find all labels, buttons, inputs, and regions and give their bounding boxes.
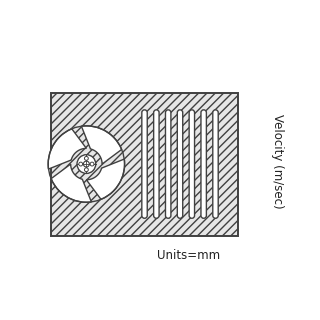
- FancyBboxPatch shape: [154, 110, 159, 218]
- Circle shape: [84, 168, 88, 172]
- Circle shape: [77, 155, 96, 173]
- Circle shape: [84, 161, 89, 167]
- Polygon shape: [81, 126, 122, 164]
- Polygon shape: [51, 164, 92, 202]
- FancyBboxPatch shape: [189, 110, 195, 218]
- Text: Units=mm: Units=mm: [157, 249, 220, 262]
- Polygon shape: [86, 159, 124, 199]
- FancyBboxPatch shape: [201, 110, 206, 218]
- FancyBboxPatch shape: [177, 110, 183, 218]
- Bar: [51, 92, 238, 236]
- Circle shape: [79, 162, 83, 166]
- Polygon shape: [48, 129, 86, 169]
- FancyBboxPatch shape: [213, 110, 218, 218]
- Circle shape: [90, 162, 94, 166]
- FancyBboxPatch shape: [142, 110, 147, 218]
- FancyBboxPatch shape: [165, 110, 171, 218]
- Text: Velocity (m/sec): Velocity (m/sec): [271, 114, 284, 209]
- Circle shape: [84, 156, 88, 160]
